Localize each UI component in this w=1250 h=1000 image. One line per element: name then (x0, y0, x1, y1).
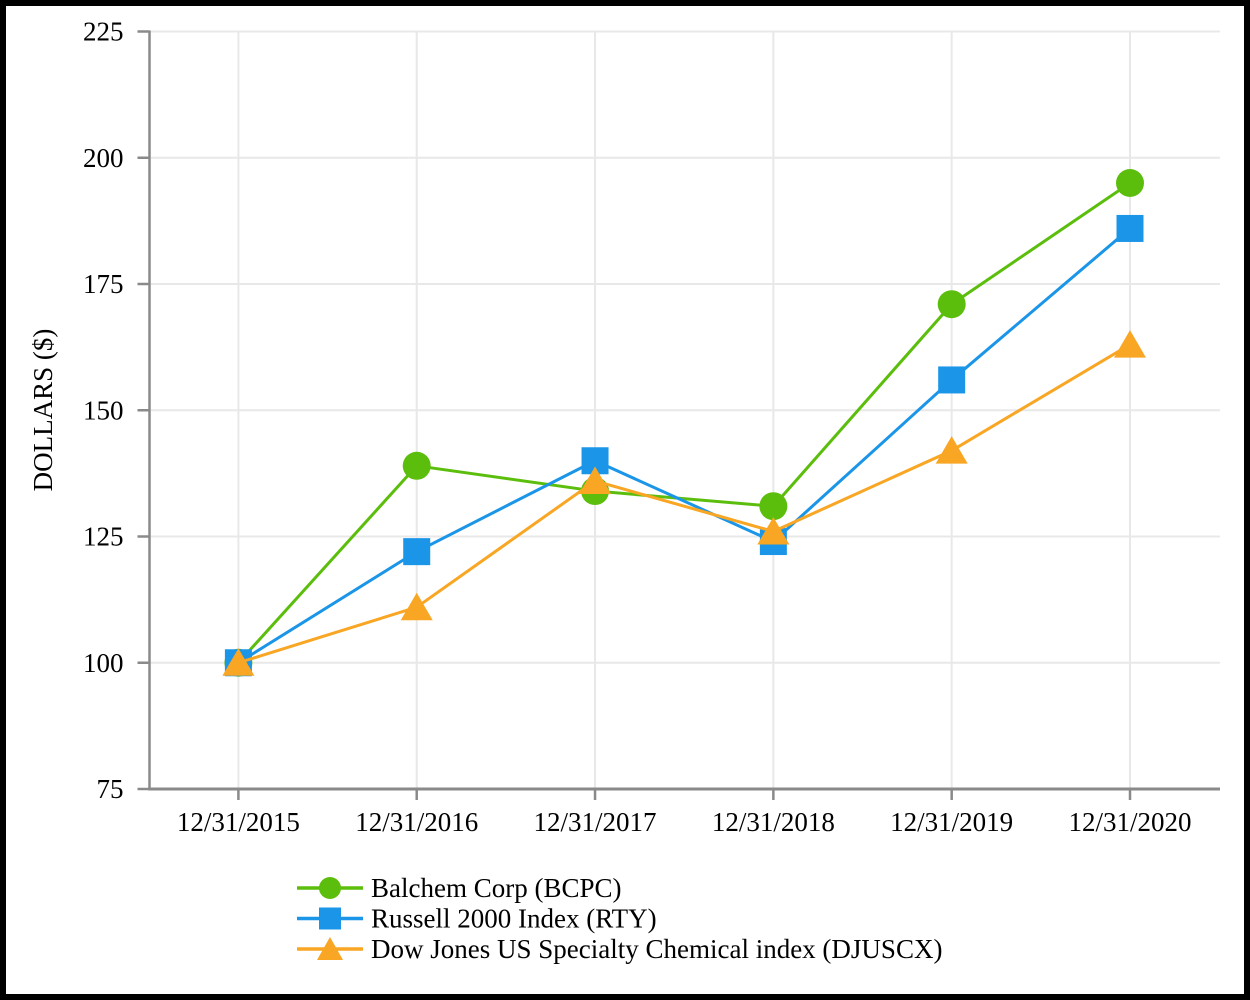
series-bcpc (224, 169, 1144, 677)
marker-djuscx (1114, 330, 1146, 358)
marker-bcpc (402, 451, 431, 480)
y-tick-label: 125 (83, 522, 124, 552)
axes (137, 30, 1220, 800)
marker-djuscx (935, 436, 968, 464)
series-line-rty (236, 226, 1132, 665)
legend-marker-rty (319, 907, 341, 930)
grid-lines (149, 30, 1220, 790)
marker-rty (938, 366, 966, 394)
marker-djuscx (757, 516, 790, 545)
y-tick-label: 200 (83, 143, 124, 173)
marker-djuscx (222, 648, 255, 676)
x-tick-label: 12/31/2016 (355, 807, 478, 837)
marker-bcpc (937, 290, 966, 319)
marker-djuscx (579, 466, 612, 494)
x-tick-label: 12/31/2020 (1068, 807, 1191, 837)
legend-label-djuscx: Dow Jones US Specialty Chemical index (D… (371, 934, 942, 964)
series-line-bcpc (236, 181, 1132, 665)
x-tick-label: 12/31/2018 (712, 807, 835, 837)
axis-labels: 225 200 175 150 125 100 75 12/31/2015 12/31/2016… (28, 17, 1192, 838)
series-djuscx (222, 330, 1146, 676)
x-tick-label: 12/31/2017 (534, 807, 657, 837)
series-line-djuscx (236, 343, 1132, 665)
x-tick-label: 12/31/2015 (177, 807, 300, 837)
x-tick-label: 12/31/2019 (890, 807, 1013, 837)
y-tick-label: 225 (83, 17, 124, 47)
y-tick-label: 75 (97, 774, 124, 804)
y-tick-label: 100 (83, 648, 124, 678)
legend-item-bcpc: Balchem Corp (BCPC) (297, 873, 622, 903)
legend: Balchem Corp (BCPC)Russell 2000 Index (R… (297, 873, 942, 964)
legend-item-djuscx: Dow Jones US Specialty Chemical index (D… (297, 934, 942, 964)
legend-marker-bcpc (319, 877, 341, 899)
marker-rty (403, 538, 431, 566)
legend-label-bcpc: Balchem Corp (BCPC) (371, 873, 622, 903)
marker-bcpc (759, 492, 788, 521)
legend-label-rty: Russell 2000 Index (RTY) (371, 904, 657, 934)
y-axis-title: DOLLARS ($) (28, 329, 58, 492)
legend-marker-djuscx (317, 937, 343, 960)
marker-bcpc (1116, 169, 1144, 197)
marker-rty (1116, 214, 1144, 242)
marker-djuscx (400, 592, 433, 621)
y-tick-label: 175 (83, 269, 124, 299)
y-tick-label: 150 (83, 395, 124, 425)
legend-item-rty: Russell 2000 Index (RTY) (297, 904, 657, 934)
